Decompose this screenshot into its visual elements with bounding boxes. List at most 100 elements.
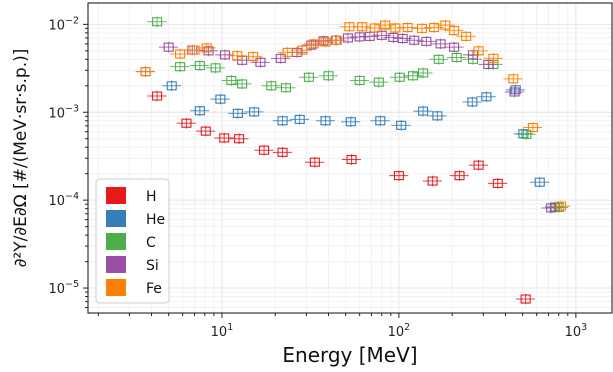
data-point bbox=[176, 117, 196, 129]
legend: H He C Si Fe bbox=[95, 178, 170, 304]
data-point bbox=[326, 34, 347, 46]
marker bbox=[354, 75, 365, 86]
marker bbox=[152, 91, 163, 101]
series-fe bbox=[135, 19, 571, 212]
data-point bbox=[413, 67, 433, 79]
marker bbox=[449, 42, 460, 52]
data-point bbox=[416, 36, 436, 47]
marker bbox=[294, 114, 305, 124]
marker bbox=[280, 83, 292, 93]
data-point bbox=[413, 105, 433, 117]
y-tick-label: 10−3 bbox=[48, 103, 79, 121]
marker bbox=[416, 23, 428, 33]
data-point bbox=[261, 80, 281, 92]
legend-item-he: He bbox=[106, 210, 165, 228]
marker bbox=[277, 116, 288, 126]
data-point bbox=[403, 70, 423, 82]
legend-label: Fe bbox=[146, 281, 162, 297]
marker bbox=[234, 134, 245, 144]
marker bbox=[219, 50, 231, 60]
data-point bbox=[462, 96, 482, 108]
marker bbox=[308, 39, 319, 49]
marker bbox=[429, 22, 440, 33]
y-tick-label: 10−5 bbox=[48, 279, 79, 297]
marker bbox=[521, 129, 532, 139]
data-point bbox=[389, 170, 409, 181]
legend-item-si: Si bbox=[106, 256, 159, 274]
marker bbox=[509, 87, 520, 97]
marker bbox=[527, 122, 538, 133]
data-point bbox=[272, 146, 292, 158]
series-he bbox=[135, 66, 565, 213]
marker bbox=[201, 43, 212, 53]
data-point bbox=[541, 202, 561, 214]
data-point bbox=[504, 86, 524, 98]
data-point bbox=[147, 90, 167, 102]
x-tick-label: 103 bbox=[565, 322, 588, 340]
marker bbox=[203, 46, 214, 56]
data-point bbox=[392, 33, 413, 44]
marker bbox=[140, 67, 151, 77]
ticks: 101 102 103 10−5 10−4 10−3 10−2 bbox=[48, 15, 587, 340]
legend-swatch bbox=[106, 279, 126, 296]
marker bbox=[440, 20, 451, 30]
marker bbox=[394, 72, 405, 82]
data-point bbox=[369, 76, 389, 88]
marker bbox=[492, 178, 503, 188]
data-point bbox=[430, 38, 450, 50]
data-point bbox=[529, 176, 550, 188]
marker bbox=[237, 79, 248, 89]
data-point bbox=[422, 175, 442, 187]
data-point bbox=[444, 25, 464, 36]
data-point bbox=[427, 110, 447, 122]
series-h bbox=[147, 90, 536, 305]
marker bbox=[255, 57, 266, 67]
marker bbox=[282, 47, 293, 57]
data-point bbox=[229, 133, 249, 145]
marker bbox=[266, 81, 277, 91]
data-point bbox=[389, 71, 410, 83]
data-point bbox=[292, 44, 312, 56]
data-point bbox=[523, 122, 543, 133]
marker bbox=[175, 49, 186, 59]
data-point bbox=[232, 78, 252, 90]
data-point bbox=[505, 84, 526, 96]
marker bbox=[508, 74, 519, 84]
data-point bbox=[227, 50, 247, 62]
data-point bbox=[170, 61, 190, 73]
data-point bbox=[435, 19, 455, 31]
marker bbox=[215, 94, 226, 104]
data-point bbox=[147, 16, 167, 28]
data-point bbox=[444, 41, 464, 53]
data-point bbox=[303, 38, 324, 50]
data-point bbox=[371, 30, 392, 41]
marker bbox=[467, 97, 478, 107]
data-point bbox=[210, 93, 230, 105]
marker bbox=[248, 52, 259, 62]
marker bbox=[376, 30, 387, 40]
data-point bbox=[391, 119, 411, 131]
data-point bbox=[449, 170, 469, 181]
marker bbox=[277, 147, 288, 157]
marker bbox=[454, 171, 465, 181]
series-c bbox=[147, 16, 569, 213]
data-point bbox=[551, 200, 571, 212]
marker bbox=[354, 32, 365, 42]
data-point bbox=[170, 48, 190, 60]
data-point bbox=[254, 144, 274, 156]
marker bbox=[249, 107, 260, 117]
marker bbox=[520, 294, 531, 304]
marker bbox=[556, 201, 567, 211]
marker bbox=[320, 37, 331, 47]
data-point bbox=[404, 34, 424, 46]
legend-item-h: H bbox=[106, 187, 157, 205]
data-point bbox=[270, 53, 291, 64]
data-point bbox=[161, 80, 182, 92]
legend-swatch bbox=[106, 233, 126, 250]
x-axis-label: Energy [MeV] bbox=[282, 343, 417, 367]
marker bbox=[219, 133, 230, 143]
data-point bbox=[190, 60, 210, 71]
data-point bbox=[299, 71, 319, 83]
